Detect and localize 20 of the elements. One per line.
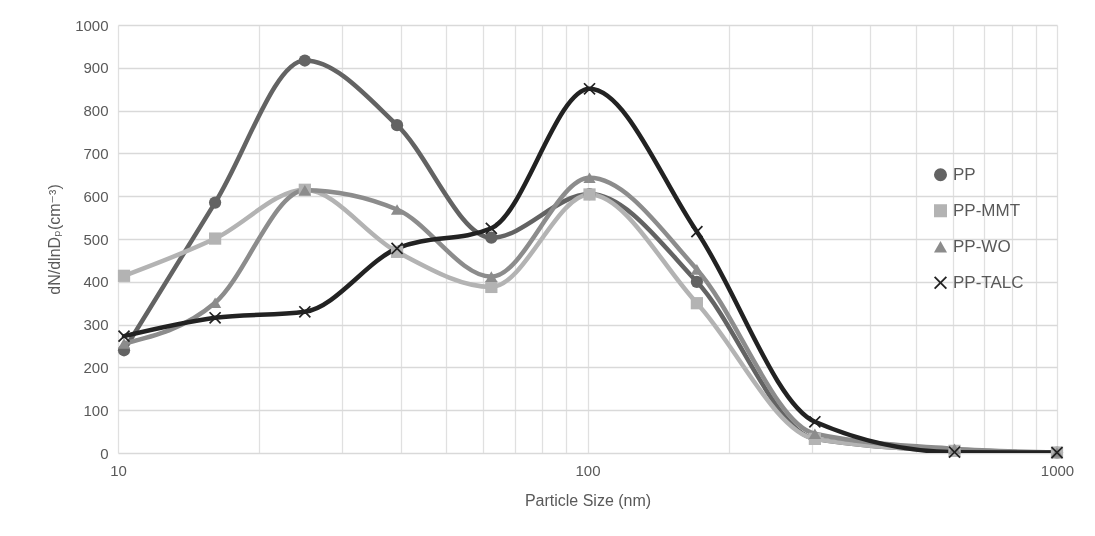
y-tick-label: 0 [100,444,109,462]
x-tick-label: 1000 [1040,461,1075,479]
y-tick-label: 200 [83,358,109,376]
y-tick-label: 500 [83,230,109,248]
y-tick-label: 300 [83,316,109,334]
y-tick-label: 900 [83,59,109,77]
y-tick-label: 400 [83,273,109,291]
x-axis-title: Particle Size (nm) [524,491,652,509]
y-tick-label: 700 [83,144,109,162]
y-tick-label: 1000 [75,16,109,34]
legend-label: PP [953,164,976,184]
legend-label: PP-WO [953,236,1011,256]
legend-label: PP-TALC [953,272,1024,292]
y-axis-title: dN/dlnDₚ(cm⁻³) [46,184,64,295]
x-tick-label: 100 [575,461,601,479]
y-tick-label: 800 [83,102,109,120]
x-tick-label: 10 [110,461,127,479]
y-tick-label: 600 [83,187,109,205]
y-tick-label: 100 [83,401,109,419]
legend-label: PP-MMT [953,200,1021,220]
